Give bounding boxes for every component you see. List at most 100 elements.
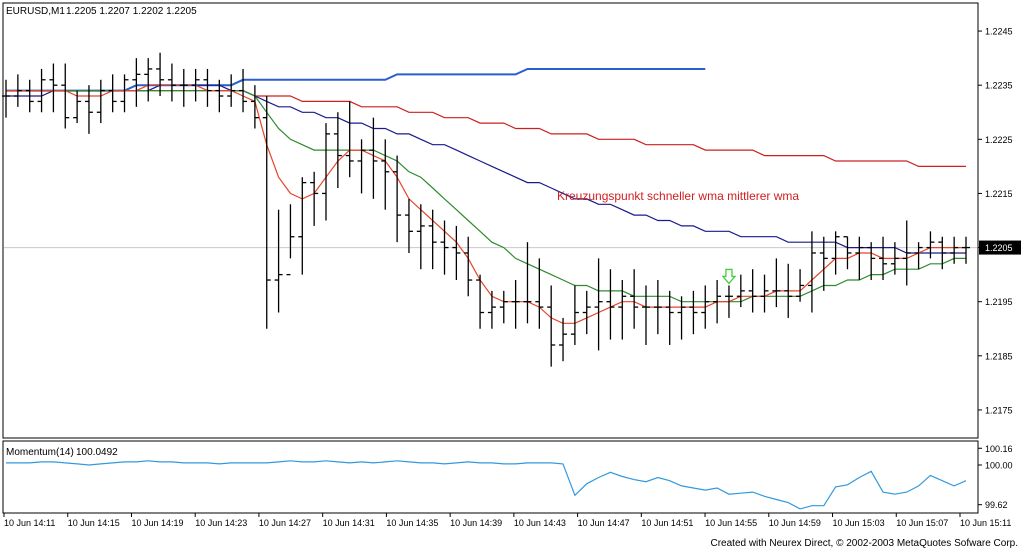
ohlc-bar — [831, 231, 840, 275]
ohlc-bar — [535, 258, 544, 329]
time-tick-label: 10 Jun 14:51 — [641, 518, 693, 528]
ohlc-bar — [547, 285, 556, 367]
ohlc-bar — [476, 274, 485, 329]
ohlc-bar — [416, 204, 425, 270]
momentum-indicator-label: Momentum(14) — [6, 447, 74, 458]
ohlc-bar — [156, 52, 165, 97]
ohlc-values: 1.2205 1.2207 1.2202 1.2205 — [66, 6, 197, 17]
ohlc-bar — [73, 90, 82, 124]
ohlc-bar — [487, 290, 496, 329]
ohlc-bar — [736, 274, 745, 308]
ohlc-bar — [748, 269, 757, 313]
price-tick-label: 1.2235 — [985, 81, 1013, 91]
time-tick-label: 10 Jun 15:11 — [960, 518, 1011, 528]
ohlc-bar — [132, 58, 141, 107]
momentum-tick-label: 100.16 — [985, 444, 1013, 454]
ohlc-bar — [618, 280, 627, 340]
time-tick-label: 10 Jun 14:47 — [578, 518, 630, 528]
ohlc-bar — [914, 242, 923, 270]
price-tick-label: 1.2185 — [985, 351, 1013, 361]
ohlc-bar — [772, 258, 781, 308]
time-tick-label: 10 Jun 14:31 — [323, 518, 375, 528]
ohlc-bar — [333, 112, 342, 189]
main-chart-frame — [2, 2, 979, 439]
ohlc-bar — [879, 236, 888, 281]
ohlc-bar — [120, 74, 129, 113]
momentum-tick-label: 100.00 — [985, 460, 1013, 470]
current-price-label: 1.2205 — [985, 243, 1013, 253]
ohlc-bar — [179, 68, 188, 107]
ohlc-bar — [369, 117, 378, 199]
ohlc-bar — [345, 101, 354, 178]
ohlc-bar — [13, 74, 22, 107]
price-tick-label: 1.2195 — [985, 297, 1013, 307]
price-tick-label: 1.2215 — [985, 189, 1013, 199]
ohlc-bar — [167, 63, 176, 102]
medium-wma-line — [6, 90, 966, 303]
momentum-tick-label: 99.62 — [985, 500, 1008, 510]
time-tick-label: 10 Jun 14:43 — [514, 518, 566, 528]
ohlc-bar — [523, 242, 532, 324]
ohlc-bar — [784, 263, 793, 318]
ohlc-bar — [357, 139, 366, 194]
ohlc-bar — [262, 96, 271, 329]
ohlc-bar — [926, 231, 935, 259]
ohlc-bar — [796, 269, 805, 302]
ohlc-bar — [677, 296, 686, 340]
ohlc-bar — [855, 236, 864, 281]
ohlc-bar — [511, 280, 520, 329]
momentum-value-label: 100.0492 — [76, 447, 118, 458]
ohlc-bar — [84, 85, 93, 134]
ohlc-bar — [274, 209, 283, 313]
ohlc-bar — [724, 285, 733, 318]
ohlc-bar — [227, 74, 236, 107]
time-tick-label: 10 Jun 14:59 — [769, 518, 821, 528]
ohlc-bar — [37, 68, 46, 113]
ohlc-bar — [144, 58, 153, 102]
time-tick-label: 10 Jun 14:19 — [131, 518, 183, 528]
ohlc-bar — [701, 285, 710, 329]
ohlc-bar — [452, 225, 461, 281]
momentum-series — [6, 460, 967, 510]
ohlc-bar — [819, 236, 828, 291]
ohlc-bar — [464, 236, 473, 297]
crossing-annotation: Kreuzungspunkt schneller wma mittlerer w… — [557, 189, 799, 203]
ohlc-bar — [582, 290, 591, 335]
ohlc-bar — [570, 285, 579, 345]
ohlc-bar — [440, 220, 449, 275]
ohlc-bar — [49, 63, 58, 113]
time-tick-label: 10 Jun 15:07 — [896, 518, 948, 528]
fast-wma-line — [6, 84, 966, 324]
ohlc-bar — [310, 171, 319, 226]
ohlc-bar — [250, 85, 259, 129]
price-tick-label: 1.2225 — [985, 135, 1013, 145]
time-tick-label: 10 Jun 14:35 — [386, 518, 438, 528]
moving-average-lines — [6, 68, 966, 324]
momentum-panel-frame — [2, 440, 979, 514]
time-tick-label: 10 Jun 14:55 — [705, 518, 757, 528]
time-tick-label: 10 Jun 14:27 — [259, 518, 311, 528]
symbol-label: EURUSD,M1 — [6, 6, 65, 17]
ohlc-bar — [298, 177, 307, 275]
ohlc-bar — [191, 68, 200, 102]
axes: 1.2245 1.2235 1.2225 1.2215 1.2205 1.2195 1.21… — [3, 27, 1021, 528]
ohlc-bar — [902, 220, 911, 286]
ohlc-bar — [843, 236, 852, 270]
ohlc-bar — [96, 79, 105, 124]
ohlc-bar — [322, 123, 330, 221]
ohlc-bar — [653, 280, 662, 335]
time-tick-label: 10 Jun 14:15 — [68, 518, 120, 528]
ohlc-bars — [2, 52, 970, 367]
ohlc-bar — [215, 79, 224, 113]
ohlc-bar — [807, 231, 816, 313]
ohlc-bar — [381, 139, 390, 210]
ohlc-bar — [642, 285, 650, 345]
ohlc-bar — [25, 79, 34, 113]
ohlc-bar — [713, 280, 722, 324]
down-arrow-icon — [721, 268, 737, 285]
ohlc-bar — [428, 209, 437, 270]
ohlc-bar — [203, 68, 212, 107]
ohlc-bar — [867, 242, 876, 281]
